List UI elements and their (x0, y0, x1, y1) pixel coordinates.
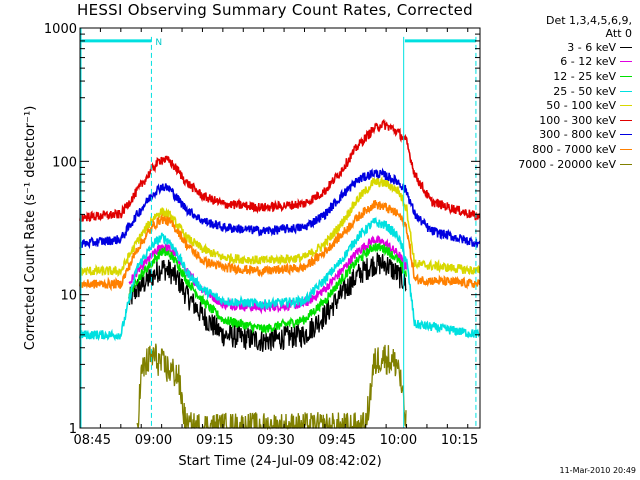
x-tick-label: 08:45 (74, 433, 111, 448)
legend-item: 25 - 50 keV (482, 84, 632, 99)
legend-item-swatch (620, 163, 632, 165)
y-tick-label: 1000 (44, 22, 77, 37)
y-tick-label: 1 (69, 422, 77, 437)
footer-timestamp: 11-Mar-2010 20:49 (559, 466, 637, 475)
plot-frame (79, 27, 481, 429)
legend-item-swatch (620, 90, 632, 92)
series-line-6 (79, 118, 481, 223)
legend-item-label: 12 - 25 keV (553, 69, 616, 83)
legend-item-label: 100 - 300 keV (539, 113, 616, 127)
y-tick-label: 10 (60, 289, 77, 304)
legend-item-label: 6 - 12 keV (560, 55, 616, 69)
series-line-7 (79, 167, 481, 250)
y-axis-title: Corrected Count Rate (s⁻¹ detector⁻¹) (23, 106, 38, 351)
legend-item: 7000 - 20000 keV (482, 157, 632, 172)
series-line-2 (128, 234, 407, 315)
legend-header-line-1: Det 1,3,4,5,6,9, (545, 14, 632, 27)
legend-item-swatch (620, 119, 632, 121)
series-line-1 (128, 252, 407, 352)
annotation-1: N (155, 38, 162, 48)
legend-item: 300 - 800 keV (482, 128, 632, 143)
legend-item-swatch (620, 134, 632, 136)
x-tick-label: 09:00 (135, 433, 172, 448)
x-axis-title: Start Time (24-Jul-09 08:42:02) (178, 454, 382, 469)
legend-item-swatch (620, 61, 632, 63)
legend-item-label: 800 - 7000 keV (532, 142, 616, 156)
series-line-3 (128, 242, 407, 334)
legend-item-label: 25 - 50 keV (553, 84, 616, 98)
legend-item: 3 - 6 keV (482, 40, 632, 55)
x-tick-label: 10:00 (380, 433, 417, 448)
x-tick-label: 09:30 (257, 433, 294, 448)
legend-item-label: 300 - 800 keV (539, 128, 616, 142)
legend-item-swatch (620, 75, 632, 77)
legend-item: 6 - 12 keV (482, 55, 632, 70)
legend-item: 100 - 300 keV (482, 113, 632, 128)
legend-rows: 3 - 6 keV 6 - 12 keV 12 - 25 keV 25 - 50 ke… (482, 40, 632, 171)
legend-item-label: 7000 - 20000 keV (518, 157, 616, 171)
chart-title: HESSI Observing Summary Count Rates, Cor… (77, 1, 473, 19)
x-tick-label: 09:15 (196, 433, 233, 448)
series-line-9 (136, 343, 407, 431)
y-tick-label: 100 (52, 155, 77, 170)
legend-item-swatch (620, 105, 632, 107)
legend-item: 12 - 25 keV (482, 69, 632, 84)
legend: Det 1,3,4,5,6,9, Att 0 3 - 6 keV 6 - 12 k… (482, 14, 632, 171)
legend-item: 50 - 100 keV (482, 98, 632, 113)
legend-item: 800 - 7000 keV (482, 142, 632, 157)
series-line-5 (79, 176, 481, 277)
legend-item-label: 50 - 100 keV (546, 99, 616, 113)
legend-header-line-2: Att 0 (605, 27, 632, 40)
legend-item-label: 3 - 6 keV (567, 40, 616, 54)
legend-item-swatch (620, 46, 632, 48)
series-line-4 (79, 216, 480, 342)
series-line-8 (79, 200, 481, 292)
x-tick-label: 10:15 (441, 433, 478, 448)
x-tick-label: 09:45 (318, 433, 355, 448)
legend-item-swatch (620, 148, 632, 150)
